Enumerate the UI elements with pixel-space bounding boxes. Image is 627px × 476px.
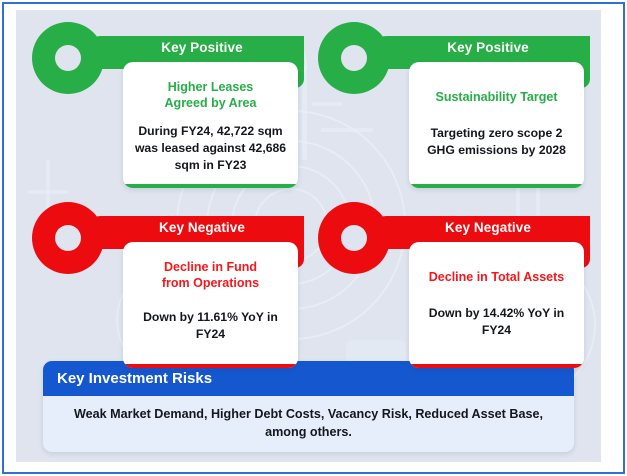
card-description: During FY24, 42,722 sqm was leased again… — [134, 124, 287, 172]
card-body: Decline in Fund from Operations Down by … — [123, 242, 298, 368]
card-description: Down by 11.61% YoY in FY24 — [143, 310, 278, 341]
card-key-positive-sustainability[interactable]: Key Positive Sustainability Target Targe… — [318, 22, 590, 198]
card-subtitle: Sustainability Target — [435, 90, 558, 104]
key-head — [32, 202, 104, 274]
key-hole — [55, 225, 81, 251]
card-key-positive-leases[interactable]: Key Positive Higher Leases Agreed by Are… — [32, 22, 304, 198]
card-description: Down by 14.42% YoY in FY24 — [428, 306, 565, 337]
card-accent-bar — [409, 184, 584, 188]
card-subtitle: Higher Leases Agreed by Area — [164, 80, 257, 110]
card-key-negative-ffo[interactable]: Key Negative Decline in Fund from Operat… — [32, 202, 304, 378]
card-accent-bar — [123, 184, 298, 188]
card-title: Key Positive — [447, 40, 529, 55]
card-subtitle: Decline in Fund from Operations — [161, 260, 260, 290]
card-title: Key Negative — [445, 220, 531, 235]
key-investment-risks-panel[interactable]: Key Investment Risks Weak Market Demand,… — [43, 361, 574, 452]
card-body: Higher Leases Agreed by Area During FY24… — [123, 62, 298, 188]
card-accent-bar — [123, 364, 298, 368]
infographic-canvas: Key Positive Higher Leases Agreed by Are… — [16, 10, 601, 462]
card-title: Key Positive — [161, 40, 243, 55]
key-hole — [341, 225, 367, 251]
key-hole — [55, 45, 81, 71]
card-accent-bar — [409, 364, 584, 368]
card-subtitle: Decline in Total Assets — [428, 270, 565, 284]
key-head — [32, 22, 104, 94]
key-head — [318, 202, 390, 274]
card-description: Targeting zero scope 2 GHG emissions by … — [427, 126, 566, 157]
risks-body: Weak Market Demand, Higher Debt Costs, V… — [43, 396, 574, 452]
card-body: Sustainability Target Targeting zero sco… — [409, 62, 584, 188]
card-title: Key Negative — [159, 220, 245, 235]
card-key-negative-assets[interactable]: Key Negative Decline in Total Assets Dow… — [318, 202, 590, 378]
card-body: Decline in Total Assets Down by 14.42% Y… — [409, 242, 584, 368]
key-hole — [341, 45, 367, 71]
key-head — [318, 22, 390, 94]
